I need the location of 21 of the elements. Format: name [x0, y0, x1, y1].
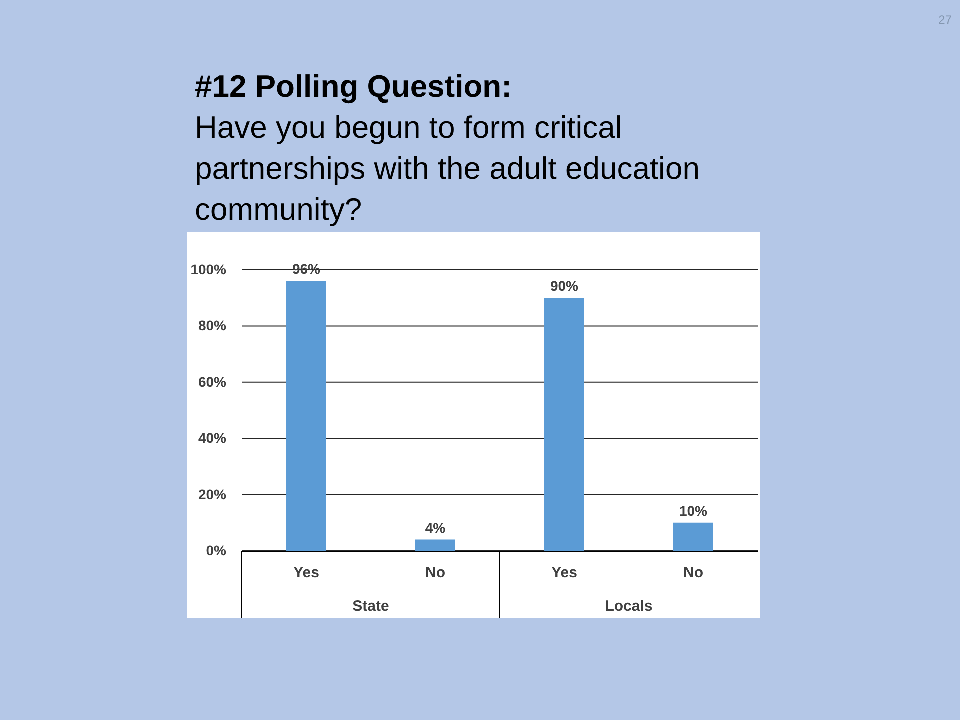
- y-tick-label: 60%: [198, 374, 228, 390]
- data-label: 90%: [550, 278, 580, 294]
- y-tick-label: 20%: [198, 486, 228, 502]
- data-label: 10%: [679, 502, 708, 519]
- x-tick-label: Yes: [552, 564, 578, 582]
- chart-title: #12 Polling Question:: [195, 69, 512, 104]
- bar: [544, 298, 584, 551]
- bar: [286, 281, 326, 551]
- x-tick-label: No: [426, 564, 446, 582]
- data-label: 4%: [425, 520, 446, 536]
- y-tick-label: 0%: [206, 542, 228, 558]
- y-tick-label: 100%: [190, 262, 228, 278]
- text: State: [352, 598, 390, 615]
- bar: [674, 522, 714, 551]
- bar: [416, 540, 456, 551]
- y-tick-label: 80%: [198, 318, 228, 334]
- x-tick-label: No: [684, 564, 704, 582]
- x-tick-label: Yes: [294, 564, 320, 582]
- y-tick-label: 40%: [198, 430, 228, 446]
- text: Locals: [605, 598, 653, 615]
- chart-subtitle: Have you begun to form critical partnerships with the adult education community?: [195, 110, 700, 227]
